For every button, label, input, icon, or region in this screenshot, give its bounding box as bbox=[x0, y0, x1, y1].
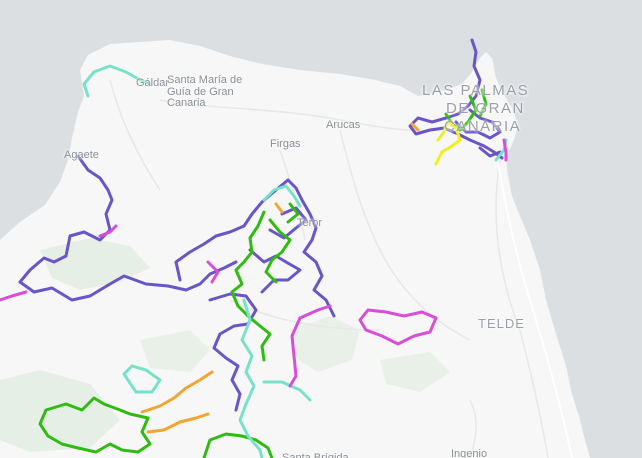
routes-yellow bbox=[434, 120, 462, 166]
park-area bbox=[0, 370, 120, 452]
place-label-agaete: Agaete bbox=[64, 149, 99, 161]
place-label-teror: Teror bbox=[297, 217, 323, 229]
place-label-ingenio: Ingenio bbox=[451, 448, 488, 458]
place-label-arucas: Arucas bbox=[326, 119, 361, 131]
park-area bbox=[380, 352, 450, 392]
routes-purple bbox=[18, 38, 504, 412]
routes-teal bbox=[82, 64, 508, 458]
place-label-las-palmas: CANARIA bbox=[444, 118, 522, 135]
place-label-firgas: Firgas bbox=[270, 138, 301, 150]
park-area bbox=[140, 330, 210, 372]
place-label-santa-maria: Canaria bbox=[167, 97, 206, 109]
place-label-las-palmas: LAS PALMAS bbox=[422, 82, 530, 99]
place-label-santa-maria: Guía de Gran bbox=[167, 86, 234, 98]
routes-green bbox=[38, 88, 488, 458]
place-label-galdar: Gáldar bbox=[136, 77, 170, 89]
place-label-las-palmas: DE GRAN bbox=[446, 100, 525, 117]
place-label-santa-maria: Santa María de bbox=[167, 74, 243, 86]
park-area bbox=[290, 316, 360, 372]
place-label-bottom: Santa Brígida bbox=[282, 452, 349, 458]
routes-orange bbox=[140, 122, 420, 434]
coast-road bbox=[495, 149, 573, 458]
place-label-telde: TELDE bbox=[478, 316, 525, 331]
routes-magenta bbox=[0, 138, 508, 388]
